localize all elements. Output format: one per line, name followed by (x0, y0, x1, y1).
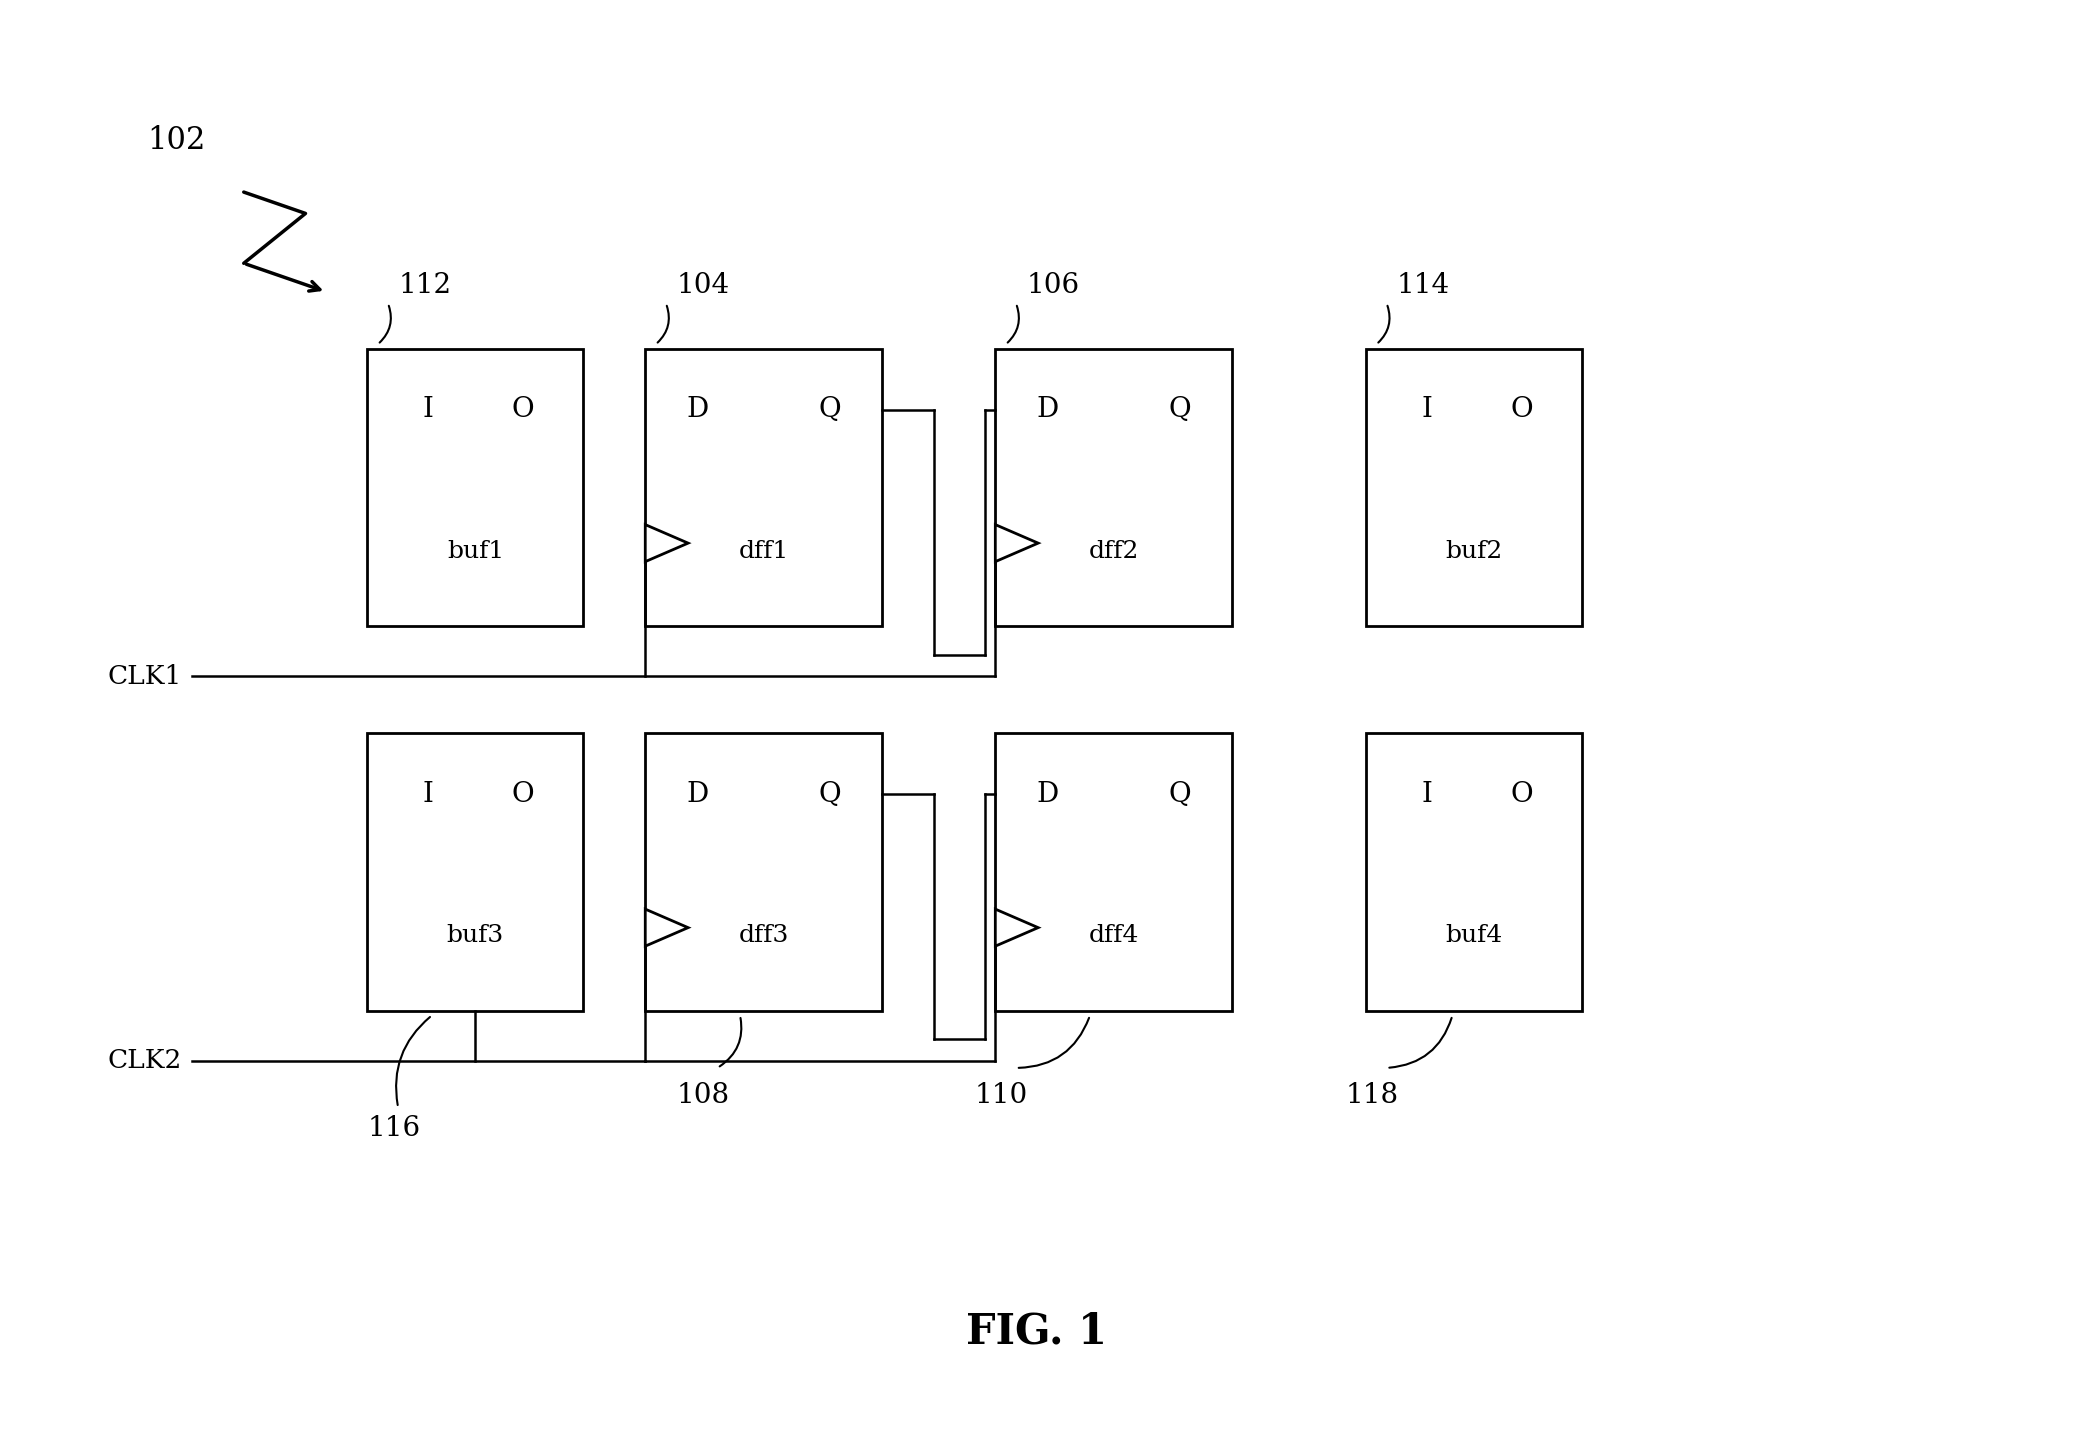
Text: I: I (1422, 781, 1432, 808)
Text: 108: 108 (676, 1083, 730, 1109)
Text: buf1: buf1 (448, 539, 504, 562)
Text: 116: 116 (367, 1114, 421, 1142)
Text: O: O (512, 397, 535, 423)
Text: buf4: buf4 (1445, 925, 1503, 948)
Text: D: D (1036, 781, 1059, 808)
Text: Q: Q (819, 781, 842, 808)
Text: dff1: dff1 (738, 539, 790, 562)
Bar (1366, 349, 1582, 627)
Polygon shape (995, 909, 1039, 946)
Polygon shape (645, 525, 688, 562)
Bar (645, 733, 883, 1011)
Bar (1366, 733, 1582, 1011)
Polygon shape (995, 525, 1039, 562)
Bar (367, 349, 583, 627)
Text: 114: 114 (1397, 272, 1449, 299)
Text: O: O (512, 781, 535, 808)
Bar (995, 349, 1231, 627)
Text: 106: 106 (1026, 272, 1080, 299)
Bar (367, 733, 583, 1011)
Text: dff2: dff2 (1088, 539, 1138, 562)
Bar (995, 733, 1231, 1011)
Text: dff4: dff4 (1088, 925, 1138, 948)
Text: CLK2: CLK2 (108, 1048, 182, 1073)
Text: D: D (686, 781, 709, 808)
Text: Q: Q (1169, 397, 1192, 423)
Bar (645, 349, 883, 627)
Polygon shape (645, 909, 688, 946)
Text: buf2: buf2 (1445, 539, 1503, 562)
Text: 112: 112 (398, 272, 452, 299)
Text: I: I (423, 781, 433, 808)
Text: I: I (423, 397, 433, 423)
Text: Q: Q (819, 397, 842, 423)
Text: Q: Q (1169, 781, 1192, 808)
Text: O: O (1511, 781, 1532, 808)
Text: 104: 104 (676, 272, 730, 299)
Text: O: O (1511, 397, 1532, 423)
Text: 118: 118 (1345, 1083, 1399, 1109)
Text: CLK1: CLK1 (108, 664, 182, 689)
Text: buf3: buf3 (448, 925, 504, 948)
Text: dff3: dff3 (738, 925, 790, 948)
Text: 102: 102 (147, 125, 205, 157)
Text: FIG. 1: FIG. 1 (966, 1310, 1107, 1352)
Text: 110: 110 (974, 1083, 1028, 1109)
Text: I: I (1422, 397, 1432, 423)
Text: D: D (1036, 397, 1059, 423)
Text: D: D (686, 397, 709, 423)
